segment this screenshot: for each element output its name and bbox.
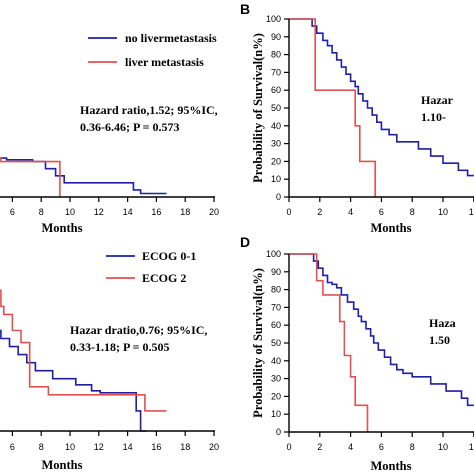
panel-b-curves: [289, 18, 474, 197]
panel-b-x-tick-label-2: 2: [317, 207, 322, 217]
panel-d-x-tick-label-12: 12: [469, 442, 474, 452]
panel-b-hazard-line-1: Hazar: [421, 93, 454, 107]
panel-b-y-tick-label-10: 10: [271, 174, 281, 184]
panel-d-x-ticks: 0 2 4 6 8 10 12: [286, 432, 474, 452]
panel-c-series-red-curve: [0, 289, 167, 412]
panel-b-x-label: Months: [371, 221, 412, 235]
panel-a-x-tick-label-18: 18: [180, 207, 190, 217]
panel-a-hazard-line-2: 0.36-6.46; P = 0.573: [80, 120, 180, 134]
panel-b-y-tick-label-70: 70: [271, 67, 281, 77]
panel-b-y-label: Probability of Survival(n%): [251, 33, 265, 183]
panel-b-x-tick-label-12: 12: [469, 207, 474, 217]
panel-d-y-tick-label-60: 60: [271, 320, 281, 330]
panel-d-y-tick-label-10: 10: [271, 409, 281, 419]
panel-b-series-blue-curve: [289, 18, 474, 177]
panel-b-y-ticks: 0 10 20 30 40 50 60 70 80 90 100: [266, 14, 289, 202]
panel-c: 6 8 10 12 14 16 18 20 Months ECOG 0-1 ECOG 2 Ha…: [0, 249, 219, 472]
panel-d-hazard-line-1: Haza: [429, 316, 456, 330]
panel-a-series-red-curve: [0, 157, 61, 197]
panel-a-series-blue-curve: [0, 157, 167, 195]
panel-a-x-tick-label-16: 16: [151, 207, 161, 217]
panel-d-y-tick-label-0: 0: [276, 427, 281, 437]
panel-d-x-tick-label-4: 4: [348, 442, 353, 452]
panel-a-x-label: Months: [42, 221, 83, 235]
panel-d-y-ticks: 0 10 20 30 40 50 60 70 80 90 100: [266, 249, 289, 437]
panel-d-curves: [289, 253, 474, 432]
panel-a-x-tick-label-20: 20: [209, 207, 219, 217]
panel-d-y-tick-label-90: 90: [271, 267, 281, 277]
panel-b-y-tick-label-50: 50: [271, 103, 281, 113]
panel-a-x-tick-label-12: 12: [94, 207, 104, 217]
legend-label-ecog-2: ECOG 2: [142, 271, 186, 285]
panel-c-x-tick-label-6: 6: [10, 442, 15, 452]
panel-b-label: B: [240, 1, 250, 17]
legend-label-liver-metastasis: liver metastasis: [125, 55, 204, 69]
panel-a-x-tick-label-10: 10: [65, 207, 75, 217]
panel-a-legend: no livermetastasis liver metastasis: [88, 31, 217, 69]
panel-b-y-tick-label-0: 0: [276, 192, 281, 202]
panel-c-x-tick-label-14: 14: [123, 442, 133, 452]
panel-b-series-red-curve: [289, 18, 377, 197]
panel-d-y-label: Probability of Survival(n%): [251, 268, 265, 418]
panel-b-x-tick-label-6: 6: [379, 207, 384, 217]
panel-b-x-tick-label-8: 8: [410, 207, 415, 217]
panel-d-y-tick-label-70: 70: [271, 302, 281, 312]
panel-d-x-label: Months: [371, 459, 412, 473]
panel-a-x-tick-label-6: 6: [10, 207, 15, 217]
panel-a-curves: [0, 157, 167, 197]
panel-c-x-tick-label-10: 10: [65, 442, 75, 452]
panel-b-hazard-line-2: 1.10-: [421, 110, 446, 124]
panel-b-y-tick-label-80: 80: [271, 50, 281, 60]
panel-b-x-tick-label-0: 0: [286, 207, 291, 217]
panel-d-y-tick-label-30: 30: [271, 374, 281, 384]
panel-d-y-tick-label-20: 20: [271, 391, 281, 401]
panel-a: 6 8 10 12 14 16 18 20 Months no livermetastasis…: [0, 31, 219, 235]
panel-d-y-tick-label-100: 100: [266, 249, 281, 259]
panel-b-y-tick-label-100: 100: [266, 14, 281, 24]
panel-d-series-blue-curve: [289, 253, 474, 407]
legend-label-ecog-0-1: ECOG 0-1: [142, 249, 196, 263]
panel-b-y-tick-label-30: 30: [271, 139, 281, 149]
panel-a-x-tick-label-8: 8: [39, 207, 44, 217]
panel-a-x-ticks: 6 8 10 12 14 16 18 20: [10, 197, 219, 217]
panel-b-y-tick-label-90: 90: [271, 32, 281, 42]
panel-d-label: D: [240, 234, 250, 250]
panel-b: B 0 2 4 6 8 10 12 0 10 20 30 40 50 60 70 80 90 100 Month…: [240, 1, 474, 235]
panel-d-x-tick-label-0: 0: [286, 442, 291, 452]
panel-d-x-tick-label-10: 10: [438, 442, 448, 452]
panel-b-y-tick-label-60: 60: [271, 85, 281, 95]
panel-c-x-tick-label-8: 8: [39, 442, 44, 452]
panel-a-x-tick-label-14: 14: [123, 207, 133, 217]
panel-a-hazard-line-1: Hazard ratio,1.52; 95%IC,: [80, 103, 218, 117]
panel-c-x-tick-label-18: 18: [180, 442, 190, 452]
panel-c-legend: ECOG 0-1 ECOG 2: [106, 249, 196, 285]
panel-b-x-tick-label-4: 4: [348, 207, 353, 217]
panel-c-x-tick-label-20: 20: [209, 442, 219, 452]
panel-d-series-red-curve: [289, 253, 369, 432]
panel-c-curves: [0, 289, 167, 432]
panel-c-x-ticks: 6 8 10 12 14 16 18 20: [10, 431, 219, 452]
panel-b-x-ticks: 0 2 4 6 8 10 12: [286, 197, 474, 217]
panel-d-y-tick-label-80: 80: [271, 285, 281, 295]
panel-d-x-tick-label-2: 2: [317, 442, 322, 452]
panel-c-x-tick-label-16: 16: [151, 442, 161, 452]
panel-d-x-tick-label-6: 6: [379, 442, 384, 452]
panel-b-y-tick-label-20: 20: [271, 156, 281, 166]
panel-d-y-tick-label-50: 50: [271, 338, 281, 348]
panel-c-hazard-line-1: Hazar dratio,0.76; 95%IC,: [70, 323, 207, 337]
panel-d-hazard-line-2: 1.50: [429, 333, 450, 347]
panel-d: D 0 2 4 6 8 10 12 0 10 20 30 40 50 60 70 80 90 100 Month…: [240, 234, 474, 473]
legend-label-no-liver-metastasis: no livermetastasis: [125, 31, 217, 45]
panel-d-x-tick-label-8: 8: [410, 442, 415, 452]
panel-c-x-tick-label-12: 12: [94, 442, 104, 452]
panel-c-series-blue-curve: [0, 329, 147, 432]
panel-b-x-tick-label-10: 10: [438, 207, 448, 217]
panel-b-y-tick-label-40: 40: [271, 121, 281, 131]
panel-c-hazard-line-2: 0.33-1.18; P = 0.505: [70, 340, 170, 354]
panel-c-x-label: Months: [42, 458, 83, 472]
panel-d-y-tick-label-40: 40: [271, 356, 281, 366]
